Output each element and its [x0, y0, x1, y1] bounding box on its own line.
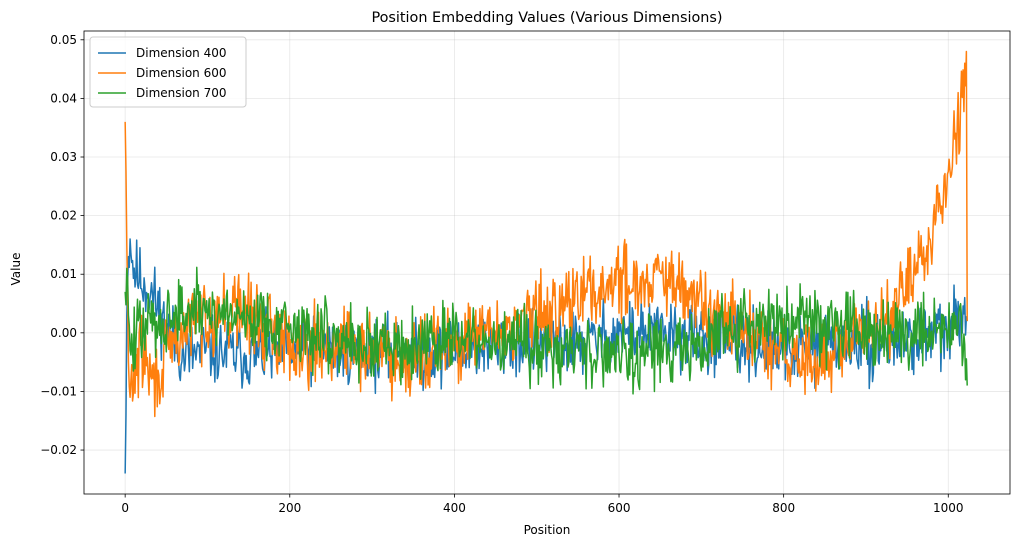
x-tick-label: 800: [772, 501, 795, 515]
y-tick-label: 0.02: [50, 209, 77, 223]
x-tick-label: 600: [608, 501, 631, 515]
x-tick-label: 400: [443, 501, 466, 515]
y-tick-label: −0.02: [40, 443, 77, 457]
legend-label: Dimension 700: [136, 86, 227, 100]
series-line-3: [124, 266, 968, 395]
y-tick-label: 0.04: [50, 91, 77, 105]
legend: Dimension 400 Dimension 600 Dimension 700: [89, 36, 247, 108]
x-tick-label: 0: [121, 501, 129, 515]
legend-label: Dimension 400: [136, 46, 227, 60]
plot-frame: [83, 30, 1011, 495]
chart-title: Position Embedding Values (Various Dimen…: [371, 10, 722, 26]
y-tick-label: 0.00: [50, 326, 77, 340]
series-lines: [124, 50, 968, 474]
y-tick-label: 0.03: [50, 150, 77, 164]
y-tick-label: 0.05: [50, 33, 77, 47]
axis-ticks: 0 200 400 600 800 1000 −0.02 −0.01 0.00 0.01 0.02 0…: [40, 33, 963, 515]
x-axis-title: Position: [524, 523, 571, 537]
legend-box: [89, 36, 247, 108]
y-tick-label: −0.01: [40, 384, 77, 398]
x-tick-label: 200: [278, 501, 301, 515]
legend-label: Dimension 600: [136, 66, 227, 80]
y-axis-title: Value: [9, 253, 23, 286]
y-tick-label: 0.01: [50, 267, 77, 281]
x-tick-label: 1000: [933, 501, 964, 515]
